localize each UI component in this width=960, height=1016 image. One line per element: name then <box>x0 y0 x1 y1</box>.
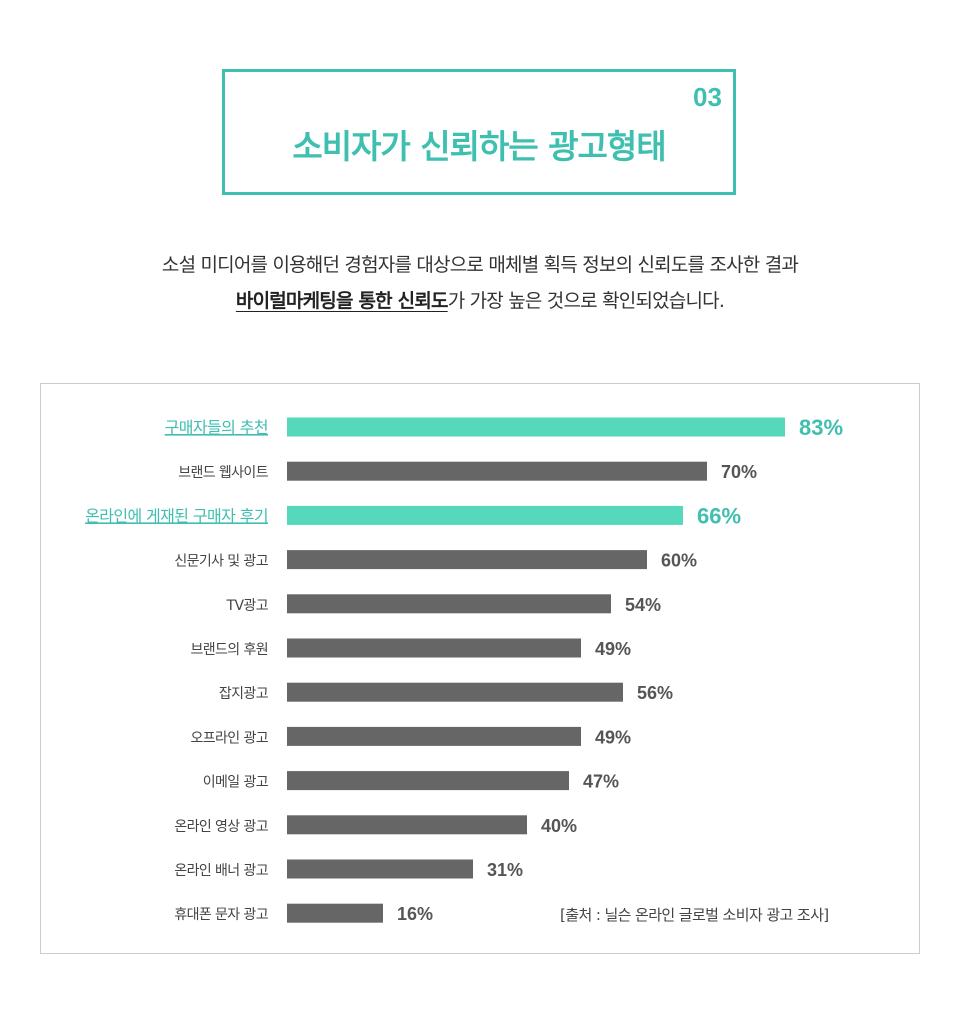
description-rest: 가 가장 높은 것으로 확인되었습니다. <box>447 290 725 312</box>
description-highlight: 바이럴마케팅을 통한 신뢰도 <box>235 290 449 312</box>
data-label: 56% <box>637 683 673 703</box>
category-label: 온라인 영상 광고 <box>174 819 268 835</box>
bar <box>287 417 785 437</box>
source-note: [출처 : 닐슨 온라인 글로벌 소비자 광고 조사] <box>560 906 829 924</box>
bar <box>287 903 383 923</box>
category-label: 구매자들의 추천 <box>165 418 268 437</box>
data-label: 70% <box>721 462 757 482</box>
bar <box>287 550 647 570</box>
bar <box>287 594 611 614</box>
category-label: 오프라인 광고 <box>190 730 268 746</box>
bar <box>287 726 581 746</box>
category-label: 온라인에 게재된 구매자 후기 <box>85 506 268 525</box>
bar <box>287 859 473 879</box>
data-label: 49% <box>595 727 631 747</box>
data-label: 60% <box>661 551 697 571</box>
category-label: 휴대폰 문자 광고 <box>174 907 268 923</box>
category-label: 온라인 배너 광고 <box>174 863 268 879</box>
bar <box>287 505 683 525</box>
category-label: 이메일 광고 <box>203 775 269 791</box>
bar <box>287 638 581 658</box>
bar <box>287 815 527 835</box>
data-label: 31% <box>487 860 523 880</box>
category-label: 브랜드 웹사이트 <box>178 465 269 481</box>
description-line-2: 바이럴마케팅을 통한 신뢰도가 가장 높은 것으로 확인되었습니다. <box>0 286 960 313</box>
data-label: 66% <box>697 503 741 528</box>
data-label: 49% <box>595 639 631 659</box>
bar <box>287 461 707 481</box>
data-label: 47% <box>583 772 619 792</box>
category-label: TV광고 <box>226 598 269 614</box>
category-label: 신문기사 및 광고 <box>174 554 268 570</box>
section-number: 03 <box>693 82 722 112</box>
data-label: 54% <box>625 595 661 615</box>
data-label: 16% <box>397 904 433 924</box>
chart-frame <box>40 383 920 954</box>
data-label: 83% <box>799 415 843 440</box>
data-label: 40% <box>541 816 577 836</box>
bar <box>287 771 569 791</box>
description-line-1: 소설 미디어를 이용해던 경험자를 대상으로 매체별 획득 정보의 신뢰도를 조… <box>161 254 799 276</box>
category-label: 잡지광고 <box>219 686 269 702</box>
page-title: 소비자가 신뢰하는 광고형태 <box>292 127 666 166</box>
title-box <box>222 69 736 195</box>
category-label: 브랜드의 후원 <box>190 642 268 658</box>
bar <box>287 682 623 702</box>
